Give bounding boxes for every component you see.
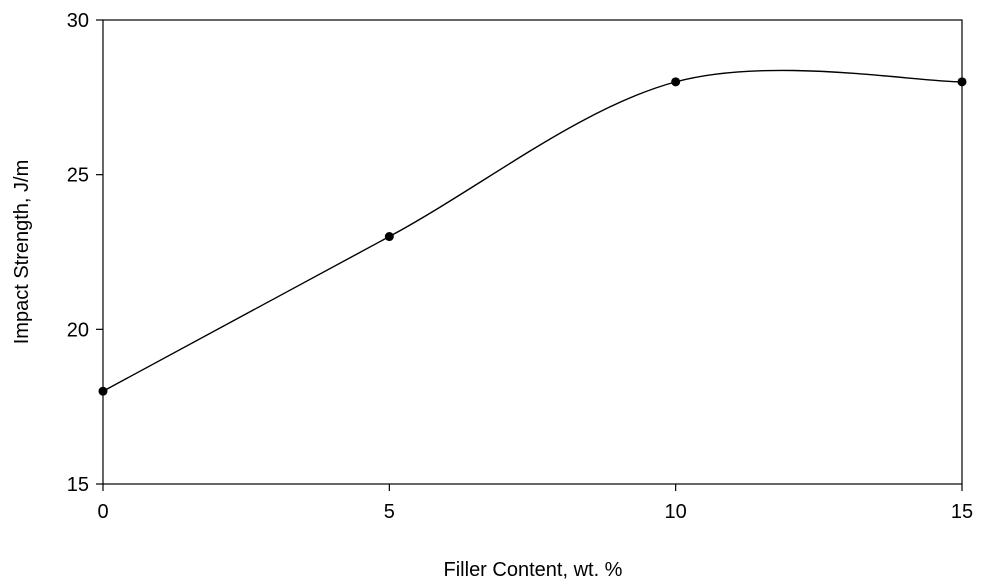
y-tick-label: 15 (67, 474, 89, 496)
y-tick-label: 30 (67, 10, 89, 32)
plot-area (102, 19, 963, 485)
series-layer (98, 69, 967, 396)
y-tick-label: 20 (67, 319, 89, 341)
x-tick-label: 5 (384, 501, 395, 523)
y-axis-ticks: 15 20 25 30 (67, 10, 103, 496)
x-tick-label: 10 (665, 501, 687, 523)
series-line (102, 69, 963, 392)
x-tick-label: 15 (951, 501, 973, 523)
data-point (384, 232, 394, 242)
data-point (98, 386, 108, 396)
y-axis-title: Impact Strength, J/m (11, 160, 33, 345)
y-tick-label: 25 (67, 165, 89, 187)
x-axis-title: Filler Content, wt. % (444, 559, 623, 581)
data-point (957, 77, 967, 87)
data-point (671, 77, 681, 87)
x-tick-label: 0 (97, 501, 108, 523)
x-axis-ticks: 0 5 10 15 (97, 484, 973, 523)
